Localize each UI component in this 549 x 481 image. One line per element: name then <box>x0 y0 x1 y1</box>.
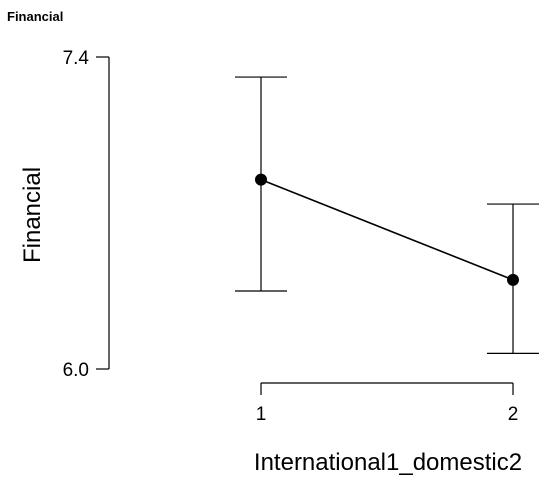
x-tick-label: 2 <box>508 404 519 425</box>
y-tick-label: 7.4 <box>63 48 90 69</box>
error-bars <box>235 76 539 354</box>
y-axis-label: Financial <box>19 167 46 263</box>
x-axis-label: International1_domestic2 <box>254 449 522 476</box>
data-point <box>255 173 267 186</box>
panel-title: Financial <box>7 9 64 24</box>
series-line-group <box>260 178 514 281</box>
y-axis: 6.0 7.4 <box>63 48 110 381</box>
x-tick-label: 1 <box>256 404 267 425</box>
data-points <box>255 173 519 286</box>
series-line <box>260 178 514 281</box>
y-tick-label: 6.0 <box>63 360 89 381</box>
data-point <box>507 273 519 286</box>
